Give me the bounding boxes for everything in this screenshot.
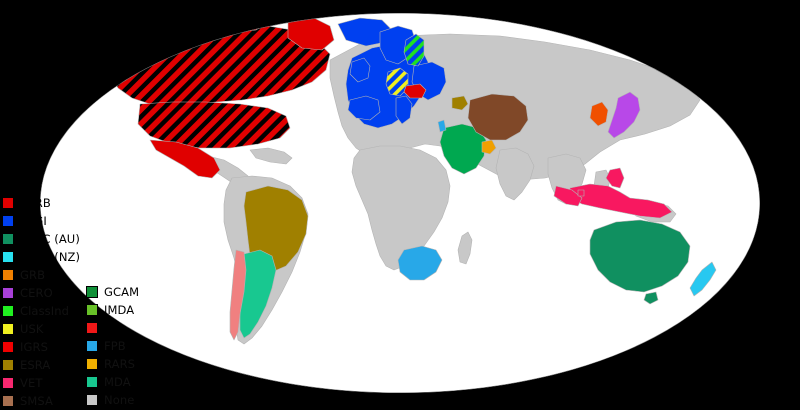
- region-uae: [481, 139, 497, 155]
- legend-swatch-pegi: [2, 215, 14, 227]
- legend-item-vet[interactable]: VET: [2, 374, 80, 392]
- legend-label-none: None: [104, 393, 135, 407]
- region-chile: [229, 249, 247, 341]
- legend-label-grb: GRB: [20, 268, 46, 282]
- region-caribbean-unrated: [249, 147, 293, 165]
- legend-swatch-esra: [2, 359, 14, 371]
- region-iberia-pegi: [347, 95, 381, 121]
- globe-body: [40, 13, 760, 393]
- region-united-states: [137, 101, 291, 149]
- legend-right-column: GCAM IMDA JSO FPB RARS MDA None: [86, 283, 139, 409]
- legend-swatch-igrs: [2, 341, 14, 353]
- legend-label-esra: ESRA: [20, 358, 51, 372]
- region-new-zealand: [689, 261, 717, 297]
- legend-item-grb[interactable]: GRB: [2, 266, 80, 284]
- region-sumatra: [553, 185, 583, 207]
- legend-swatch-oflc-nz: [2, 251, 14, 263]
- legend-item-igrs[interactable]: IGRS: [2, 338, 80, 356]
- legend-item-classind[interactable]: ClassInd: [2, 302, 80, 320]
- region-mexico: [149, 139, 221, 179]
- legend-item-imda[interactable]: IMDA: [86, 301, 139, 319]
- region-south-africa: [397, 245, 443, 281]
- region-iran: [467, 93, 529, 141]
- legend-item-none[interactable]: None: [86, 391, 139, 409]
- legend-swatch-classind: [2, 305, 14, 317]
- region-uk-pegi: [349, 57, 371, 83]
- legend-item-cero[interactable]: CERO: [2, 284, 80, 302]
- legend-label-oflc-au: OFLC (AU): [20, 232, 80, 246]
- legend-label-esrb: ESRB: [20, 196, 51, 210]
- legend-label-fpb: FPB: [104, 339, 126, 353]
- region-south-korea: [589, 101, 609, 127]
- legend-label-oflc-nz: OFLC (NZ): [20, 250, 81, 264]
- legend-swatch-mda: [86, 376, 98, 388]
- legend-item-oflc-au[interactable]: OFLC (AU): [2, 230, 80, 248]
- legend-label-gcam: GCAM: [104, 285, 140, 299]
- region-singapore: [577, 189, 585, 197]
- legend-swatch-cero: [2, 287, 14, 299]
- legend-swatch-vet: [2, 377, 14, 389]
- legend-item-mda[interactable]: MDA: [86, 373, 139, 391]
- legend-swatch-oflc-au: [2, 233, 14, 245]
- region-australia: [589, 219, 691, 293]
- legend-item-usk[interactable]: USK: [2, 320, 80, 338]
- legend-label-mda: MDA: [104, 375, 131, 389]
- legend-swatch-fpb: [86, 340, 98, 352]
- region-japan: [607, 91, 641, 139]
- legend-item-pegi[interactable]: PEGI: [2, 212, 80, 230]
- legend-item-jso[interactable]: JSO: [86, 319, 139, 337]
- region-indonesia: [569, 183, 673, 219]
- region-israel: [437, 119, 447, 133]
- legend-swatch-grb: [2, 269, 14, 281]
- legend-label-jso: JSO: [104, 321, 125, 335]
- region-caucasus: [451, 95, 469, 111]
- legend-item-smsa[interactable]: SMSA: [2, 392, 80, 410]
- legend-swatch-none: [86, 394, 98, 406]
- region-finland: [403, 33, 425, 67]
- region-austria: [403, 83, 427, 99]
- legend-swatch-jso: [86, 322, 98, 334]
- legend-label-smsa: SMSA: [20, 394, 54, 408]
- region-philippines-pink: [605, 167, 625, 189]
- region-greenland-east: [287, 17, 335, 51]
- legend-label-classind: ClassInd: [20, 304, 70, 318]
- legend-swatch-gcam: [86, 286, 98, 298]
- legend-item-rars[interactable]: RARS: [86, 355, 139, 373]
- legend-label-imda: IMDA: [104, 303, 135, 317]
- legend-swatch-imda: [86, 304, 98, 316]
- legend-label-pegi: PEGI: [20, 214, 47, 228]
- legend-swatch-rars: [86, 358, 98, 370]
- legend-label-cero: CERO: [20, 286, 53, 300]
- legend-left-column: ESRB PEGI OFLC (AU) OFLC (NZ) GRB CERO C…: [2, 194, 80, 410]
- legend-swatch-usk: [2, 323, 14, 335]
- legend-swatch-esrb: [2, 197, 14, 209]
- legend-item-fpb[interactable]: FPB: [86, 337, 139, 355]
- region-madagascar-unrated: [457, 231, 473, 265]
- legend-item-gcam[interactable]: GCAM: [86, 283, 139, 301]
- legend-item-esra[interactable]: ESRA: [2, 356, 80, 374]
- legend-swatch-smsa: [2, 395, 14, 407]
- legend-label-igrs: IGRS: [20, 340, 48, 354]
- region-tasmania: [643, 291, 659, 305]
- legend-label-vet: VET: [20, 376, 43, 390]
- legend-label-rars: RARS: [104, 357, 136, 371]
- legend-label-usk: USK: [20, 322, 44, 336]
- region-italy-pegi: [395, 95, 413, 125]
- legend-item-oflc-nz[interactable]: OFLC (NZ): [2, 248, 80, 266]
- legend-item-esrb[interactable]: ESRB: [2, 194, 80, 212]
- region-india-unrated: [495, 147, 535, 201]
